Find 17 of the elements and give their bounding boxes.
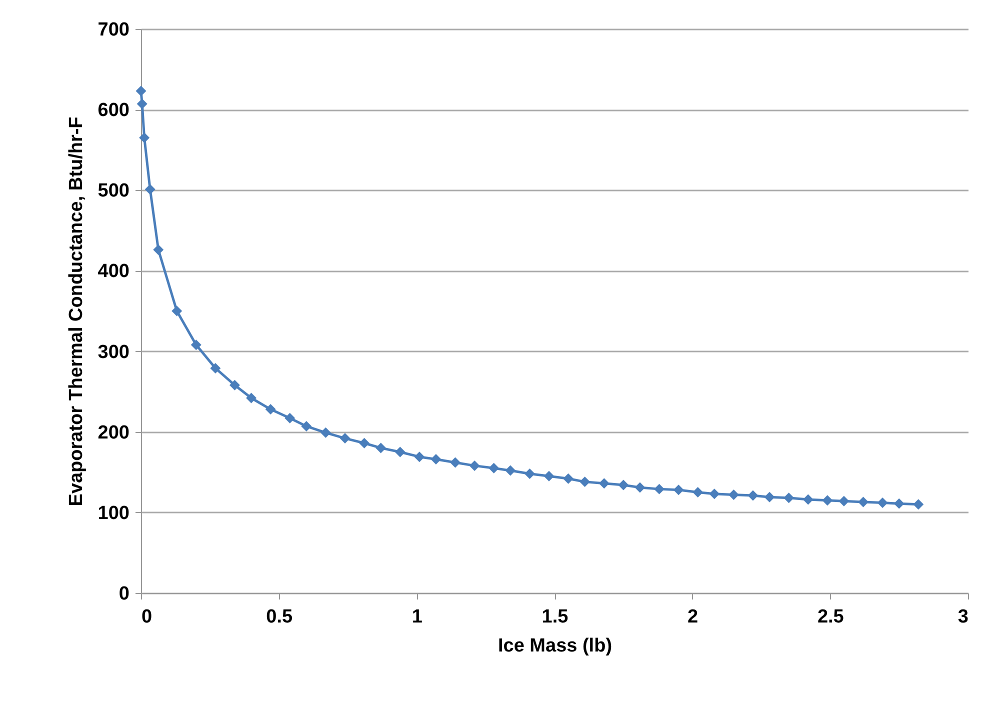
- x-tick-label: 3: [958, 606, 968, 628]
- y-tick-label: 700: [98, 20, 130, 40]
- x-tick-label: 0: [142, 606, 152, 628]
- x-tick-label: 2.5: [817, 606, 844, 628]
- x-tick-label: 1.5: [542, 606, 569, 628]
- y-tick-label: 300: [98, 342, 130, 363]
- x-tick-label: 1: [412, 606, 423, 628]
- x-axis-title: Ice Mass (lb): [498, 636, 612, 656]
- y-tick-label: 100: [98, 502, 130, 524]
- x-tick-label: 2: [688, 606, 698, 628]
- x-tick-label: 0.5: [266, 606, 293, 628]
- y-axis-title: Evaporator Thermal Conductance, Btu/hr-F: [66, 116, 87, 506]
- y-tick-label: 600: [98, 100, 130, 122]
- y-tick-label: 0: [118, 584, 130, 604]
- y-tick-label: 500: [98, 180, 130, 202]
- y-tick-label: 200: [98, 422, 130, 444]
- y-tick-label: 400: [98, 261, 130, 282]
